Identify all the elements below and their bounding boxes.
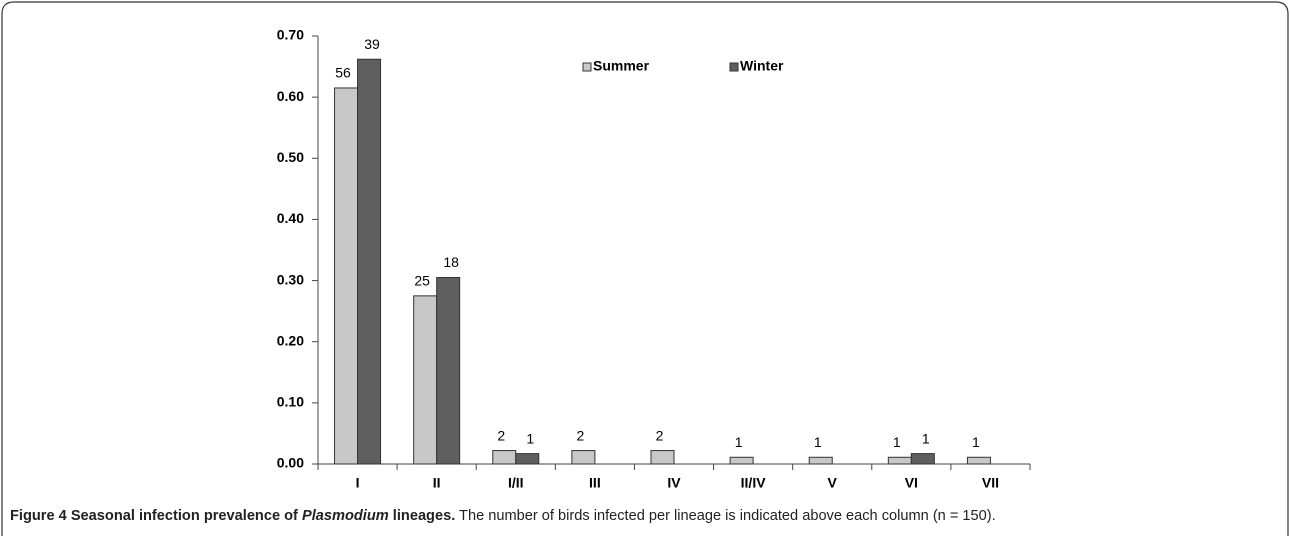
caption-label: Figure 4 Seasonal infection prevalence o…	[10, 508, 302, 524]
bar	[436, 277, 461, 465]
x-tick-label: III	[589, 475, 601, 491]
caption-text: The number of birds infected per lineage…	[455, 508, 996, 524]
x-tick-label: IV	[667, 475, 681, 491]
y-tick-label: 0.60	[277, 88, 304, 104]
bar	[515, 453, 540, 465]
x-tick-label: V	[828, 475, 838, 491]
data-label: 1	[735, 434, 743, 450]
data-label: 1	[814, 434, 822, 450]
legend-swatch	[582, 62, 592, 72]
bar	[357, 58, 382, 465]
data-label: 1	[972, 434, 980, 450]
y-tick-label: 0.30	[277, 271, 304, 287]
y-tick-label: 0.20	[277, 332, 304, 348]
data-label: 18	[443, 254, 459, 270]
data-label: 56	[335, 65, 351, 81]
y-tick-label: 0.70	[277, 27, 304, 43]
data-label: 25	[414, 273, 430, 289]
bar	[729, 456, 754, 465]
x-tick-label: VII	[982, 475, 999, 491]
bar	[887, 456, 912, 465]
bar	[571, 450, 596, 465]
data-label: 39	[364, 36, 380, 52]
data-label: 1	[893, 434, 901, 450]
caption-label-end: lineages.	[388, 508, 456, 524]
bar	[413, 295, 438, 465]
y-tick-label: 0.50	[277, 149, 304, 165]
legend-label: Winter	[740, 58, 784, 74]
y-tick-label: 0.00	[277, 455, 304, 471]
bar	[650, 450, 675, 465]
x-tick-label: I	[356, 475, 360, 491]
legend-swatch	[729, 62, 739, 72]
bar	[808, 456, 833, 465]
x-tick-label: II	[433, 475, 441, 491]
legend-label: Summer	[593, 58, 650, 74]
bar	[910, 453, 935, 465]
data-label: 1	[922, 430, 930, 446]
y-tick-label: 0.40	[277, 210, 304, 226]
bar	[492, 450, 517, 465]
bar	[966, 456, 991, 465]
x-tick-label: I/II	[508, 475, 524, 491]
bar	[334, 87, 359, 465]
data-label: 2	[497, 427, 505, 443]
data-label: 1	[526, 430, 534, 446]
x-tick-label: II/IV	[741, 475, 767, 491]
data-label: 2	[656, 427, 664, 443]
data-label: 2	[576, 427, 584, 443]
y-tick-label: 0.10	[277, 394, 304, 410]
caption-italic: Plasmodium	[301, 508, 389, 524]
caption: Figure 4 Seasonal infection prevalence o…	[10, 508, 996, 524]
x-tick-label: VI	[905, 475, 918, 491]
